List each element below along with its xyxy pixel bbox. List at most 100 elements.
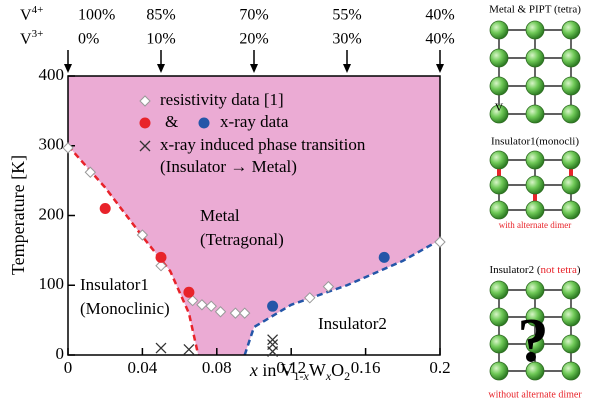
diamond-marker [62,142,74,154]
atom [489,20,509,40]
x-tick-label: 0.04 [128,358,158,377]
y-tick-label: 300 [39,135,65,154]
annotation: (Monoclinic) [80,299,170,318]
circle-marker [99,203,111,215]
top-label: 40% [425,7,454,24]
circle-marker [198,117,210,129]
ion: V [20,31,32,48]
charge: 4+ [32,4,44,16]
top-ion: V3+ [20,28,43,48]
diamond-marker [229,307,242,319]
atom [561,150,581,170]
legend-label: (Insulator → Metal) [160,157,297,176]
top-label: 70% [239,7,268,24]
question-mark: ? [518,307,549,375]
annotation: (Tetragonal) [200,230,284,249]
y-tick-label: 100 [39,274,65,293]
arrow-head [64,64,72,73]
atom [561,76,581,96]
diamond-marker [304,292,316,304]
panel-note: without alternate dimer [488,389,582,400]
diamond-marker [205,300,217,312]
atom [489,307,509,327]
diamond-marker [139,95,151,107]
atom [561,175,581,195]
y-label: Temperature [K] [8,155,28,275]
annotation: Insulator1 [80,275,149,294]
atom [489,76,509,96]
crystal-structures: V [489,20,581,381]
atom [561,307,581,327]
cross-marker [267,334,279,346]
x-tick-label: 0.08 [202,358,232,377]
atom [489,104,509,124]
x-tick-label: 0.16 [351,358,381,377]
atom [561,280,581,300]
circle-marker [155,251,167,263]
circle-marker [267,300,279,312]
annotation: Insulator2 [318,314,387,333]
panel-title: Metal & PIPT (tetra) [489,4,581,16]
x-tick-label: 0.12 [276,358,306,377]
annotation: Metal [200,206,240,225]
x-tick-label: 0 [64,358,73,377]
top-label: 85% [146,7,175,24]
diamond-marker [84,166,97,178]
legend-label: x-ray data [220,112,289,131]
panel-title: Insulator1(monocli) [491,136,579,148]
top-label: 55% [332,7,361,24]
diamond-marker [238,307,251,319]
cross-marker [139,140,151,152]
atom [525,20,545,40]
circle-marker [378,251,390,263]
atom [525,307,545,327]
atom [525,200,545,220]
atom [561,48,581,68]
cross-marker [267,339,279,350]
charge: 3+ [32,28,44,40]
atom [489,200,509,220]
atom [489,361,509,381]
top-label: 0% [78,31,99,48]
x-tick-label: 0.2 [429,358,450,377]
x-label: x in V1-xWxO2 [249,360,350,383]
atom [525,175,545,195]
diamond-marker [322,280,335,293]
legend-label: & [165,112,178,131]
top-label: 40% [425,31,454,48]
atom [525,361,545,381]
top-label: 10% [146,31,175,48]
diamond-marker [136,229,149,241]
legend-label: x-ray induced phase transition [160,135,366,154]
atom [489,334,509,354]
y-tick-label: 400 [39,65,65,84]
atom [489,150,509,170]
top-ion: V4+ [20,4,43,24]
top-label: 100% [78,7,115,24]
panel-title: Insulator2 (not tetra) [489,264,580,276]
atom-label: V [495,100,504,114]
atom [489,280,509,300]
phase-boundary [243,238,441,356]
arrow-head [157,64,165,73]
panel-note: with alternate dimer [499,220,571,230]
atom [525,76,545,96]
arrow-head [250,64,258,73]
atom [561,361,581,381]
atom [561,104,581,124]
phase-boundary [67,144,200,356]
ion: V [20,7,32,24]
diamond-marker [155,260,167,272]
atom [525,280,545,300]
atom [525,150,545,170]
diamond-marker [186,294,199,307]
diamond-marker [434,236,446,248]
atom [561,334,581,354]
circle-marker [183,286,195,298]
atom [525,334,545,354]
legend-label: resistivity data [1] [160,90,284,109]
top-label: 30% [332,31,361,48]
arrow-head [436,64,444,73]
atom [561,200,581,220]
